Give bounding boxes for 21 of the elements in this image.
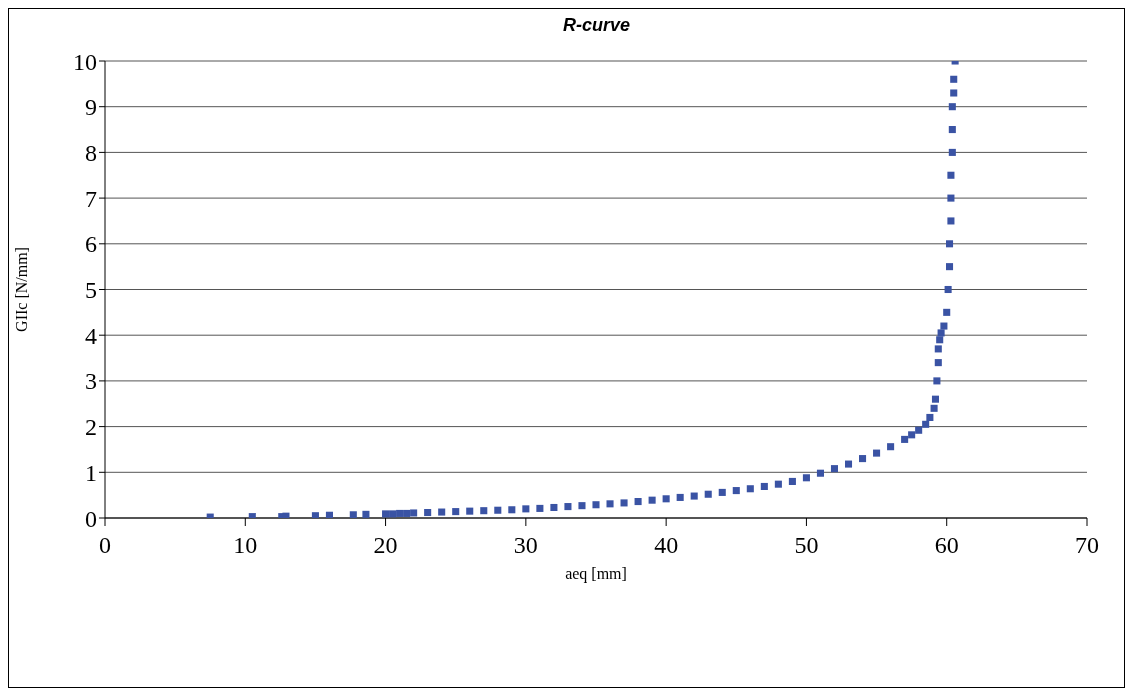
- x-tick-label: 50: [794, 532, 819, 559]
- y-tick-label: 8: [85, 139, 97, 166]
- x-tick-label: 10: [233, 532, 258, 559]
- y-tick-label: 5: [85, 277, 97, 304]
- x-tick-label: 70: [1075, 532, 1099, 559]
- y-tick-label: 2: [85, 414, 97, 441]
- x-tick-label: 40: [654, 532, 679, 559]
- y-tick-label: 0: [85, 505, 97, 532]
- y-tick-label: 7: [85, 185, 97, 212]
- x-tick-label: 60: [934, 532, 959, 559]
- x-tick-label: 20: [373, 532, 398, 559]
- chart-title: R-curve: [562, 15, 631, 36]
- y-tick-label: 6: [85, 231, 97, 258]
- y-axis-title: GIIc [N/mm]: [12, 247, 30, 332]
- y-tick-label: 1: [85, 459, 97, 486]
- y-tick-label: 9: [85, 94, 97, 121]
- y-tick-label: 4: [85, 322, 97, 349]
- y-tick-label: 3: [85, 368, 97, 395]
- x-axis-title: aeq [mm]: [565, 565, 627, 584]
- y-tick-label: 10: [73, 48, 97, 75]
- x-tick-label: 30: [513, 532, 538, 559]
